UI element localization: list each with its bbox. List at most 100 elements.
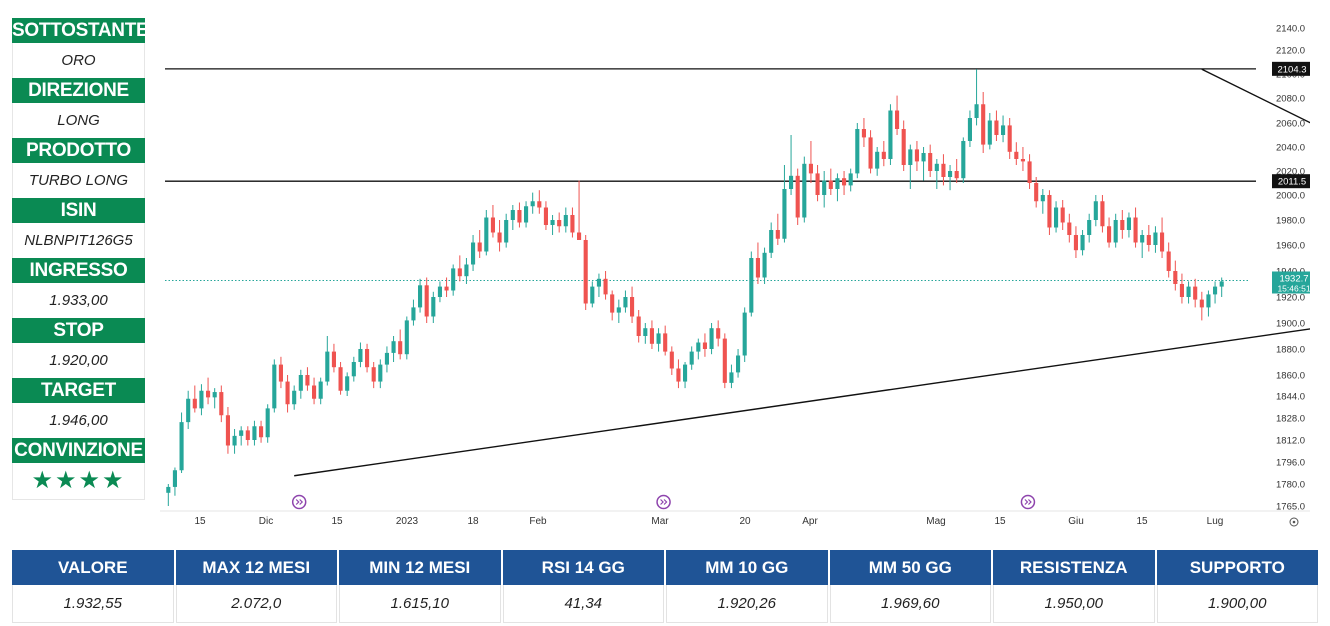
stat-value: 1.615,10	[339, 585, 501, 623]
candle-body	[928, 153, 933, 171]
candle-body	[1193, 286, 1198, 300]
candle-body	[524, 206, 529, 223]
candle-body	[345, 376, 350, 391]
candle-body	[974, 104, 979, 118]
candle-body	[252, 426, 257, 440]
stat-header: MM 10 GG	[666, 550, 828, 585]
candle-body	[577, 232, 582, 240]
x-tick-label: Dic	[259, 516, 273, 527]
label-direzione: DIREZIONE	[12, 78, 145, 103]
candle-body	[365, 349, 370, 368]
candle-body	[318, 381, 323, 399]
candle-body	[616, 307, 621, 313]
candle-body	[437, 286, 442, 297]
stat-resistenza: RESISTENZA 1.950,00	[993, 550, 1155, 624]
settings-icon-dot	[1292, 520, 1296, 524]
candle-body	[1067, 222, 1072, 235]
candle-body	[272, 364, 277, 409]
candle-body	[424, 285, 429, 317]
candle-body	[676, 368, 681, 382]
candle-body	[1060, 207, 1065, 223]
candle-body	[278, 364, 283, 382]
candle-body	[292, 390, 297, 405]
candle-body	[166, 486, 171, 493]
candle-body	[212, 392, 217, 398]
event-marker-arrows	[660, 499, 668, 505]
candle-body	[702, 342, 707, 349]
candle-body	[1007, 125, 1012, 152]
x-tick-label: 18	[467, 516, 479, 527]
candle-body	[855, 129, 860, 174]
candle-body	[1107, 226, 1112, 243]
y-axis: 1765.0 1780.0 1796.0 1812.0 1828.0 1844.0 1860…	[1276, 24, 1305, 513]
candle-body	[961, 141, 966, 179]
candle-body	[537, 201, 542, 208]
candle-body	[583, 240, 588, 304]
y-tick-label: 1880.0	[1276, 345, 1305, 356]
candle-body	[835, 178, 840, 189]
stat-supporto: SUPPORTO 1.900,00	[1156, 550, 1318, 624]
value-direzione: LONG	[12, 103, 145, 138]
candle-body	[543, 207, 548, 225]
candle-body	[948, 171, 953, 177]
candle-body	[192, 398, 197, 409]
candle-body	[1199, 299, 1204, 308]
candle-body	[464, 264, 469, 277]
candle-body	[172, 470, 177, 487]
candle-body	[716, 328, 721, 339]
candle-body	[736, 355, 741, 373]
candle-body	[808, 163, 813, 174]
level-price-tag	[1272, 174, 1310, 189]
candle-body	[358, 349, 363, 362]
y-tick-label: 1960.0	[1276, 241, 1305, 252]
candle-body	[517, 210, 522, 223]
star-rating: ★★★★	[12, 463, 145, 500]
candle-body	[471, 242, 476, 265]
value-sottostante: ORO	[12, 43, 145, 78]
candle-body	[391, 341, 396, 353]
value-ingresso: 1.933,00	[12, 283, 145, 318]
candle-body	[967, 118, 972, 141]
candle-body	[431, 297, 436, 317]
candle-body	[881, 151, 886, 159]
candle-body	[636, 316, 641, 336]
candle-body	[510, 210, 515, 220]
price-labels: 2104.3 2011.5 1932.715:46:51	[1272, 61, 1310, 294]
candle-body	[822, 180, 827, 195]
stat-max-12-mesi: MAX 12 MESI 2.072,0	[175, 550, 337, 624]
stat-value: 1.969,60	[829, 585, 991, 623]
candle-body	[1179, 284, 1184, 297]
candle-body	[570, 215, 575, 233]
info-panel: SOTTOSTANTE ORO DIREZIONE LONG PRODOTTO …	[12, 18, 149, 500]
candle-body	[623, 297, 628, 308]
candle-body	[557, 220, 562, 227]
candle-body	[490, 217, 495, 233]
y-tick-label: 2120.0	[1276, 46, 1305, 57]
stat-header: VALORE	[12, 550, 174, 585]
candle-body	[219, 392, 224, 416]
y-tick-label: 1860.0	[1276, 371, 1305, 382]
candle-body	[411, 307, 416, 321]
x-tick-label: 15	[994, 516, 1006, 527]
candle-body	[384, 352, 389, 365]
stat-header: RSI 14 GG	[502, 550, 664, 585]
stat-header: MAX 12 MESI	[175, 550, 337, 585]
candle-body	[789, 175, 794, 189]
value-isin: NLBNPIT126G5	[12, 223, 145, 258]
label-target: TARGET	[12, 378, 145, 403]
candle-body	[1034, 183, 1039, 202]
candle-body	[199, 390, 204, 409]
candle-body	[815, 173, 820, 195]
candle-body	[842, 178, 847, 186]
stat-header: MIN 12 MESI	[339, 550, 501, 585]
candle-body	[1160, 232, 1165, 252]
x-tick-label: Lug	[1207, 516, 1224, 527]
y-tick-label: 2040.0	[1276, 143, 1305, 154]
candle-body	[669, 351, 674, 369]
candle-body	[331, 351, 336, 368]
candle-body	[861, 129, 866, 138]
candle-body	[649, 328, 654, 344]
level-price-tag	[1272, 61, 1310, 76]
candle-body	[941, 163, 946, 177]
candle-body	[239, 430, 244, 436]
